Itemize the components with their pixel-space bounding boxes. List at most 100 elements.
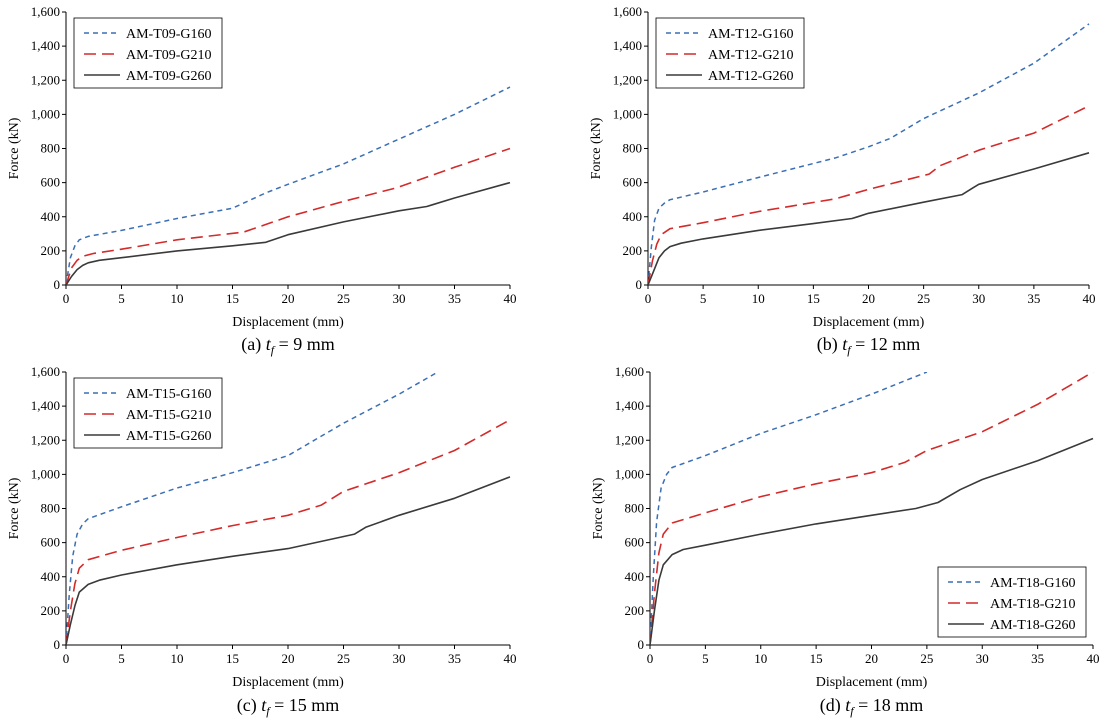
x-tick-label: 10	[754, 651, 767, 666]
caption-prefix: (d)	[820, 695, 846, 716]
x-tick-label: 20	[282, 291, 295, 306]
x-tick-label: 30	[393, 291, 406, 306]
x-tick-label: 0	[647, 651, 654, 666]
y-tick-label: 0	[636, 277, 643, 292]
y-tick-label: 400	[41, 209, 61, 224]
x-tick-label: 15	[807, 291, 820, 306]
x-tick-label: 35	[448, 291, 461, 306]
x-tick-label: 20	[862, 291, 875, 306]
legend-entry: AM-T18-G260	[990, 618, 1076, 633]
y-tick-label: 400	[41, 569, 61, 584]
caption-value: = 15 mm	[270, 695, 340, 715]
caption-value: = 9 mm	[274, 334, 335, 354]
panel-caption: (a) tf = 9 mm	[241, 334, 335, 357]
legend-box	[937, 566, 1087, 638]
x-tick-label: 40	[1083, 291, 1096, 306]
x-tick-label: 10	[171, 651, 184, 666]
series-line-am-t18-g160	[650, 372, 928, 645]
series-line-am-t09-g260	[66, 181, 511, 285]
caption-prefix: (c)	[237, 695, 261, 716]
y-tick-label: 600	[41, 175, 61, 190]
y-tick-label: 0	[54, 637, 61, 652]
caption-prefix: (b)	[817, 334, 843, 355]
y-tick-label: 1,200	[615, 432, 644, 447]
panel-caption: (d) tf = 18 mm	[820, 695, 924, 718]
caption-prefix: (a)	[241, 334, 265, 355]
y-tick-label: 400	[623, 209, 643, 224]
series-group	[66, 86, 511, 285]
x-tick-label: 40	[504, 291, 517, 306]
caption-subscript: f	[847, 343, 852, 357]
x-axis-label: Displacement (mm)	[813, 315, 925, 330]
y-tick-label: 1,200	[31, 432, 60, 447]
y-tick-label: 1,400	[615, 398, 644, 413]
legend: AM-T15-G160 AM-T15-G210 AM-T15-G260	[73, 377, 223, 449]
caption-subscript: f	[266, 704, 271, 718]
y-tick-label: 1,200	[613, 72, 642, 87]
series-line-am-t18-g260	[650, 437, 1094, 645]
y-tick-label: 200	[623, 243, 643, 258]
y-tick-label: 600	[41, 535, 61, 550]
series-line-am-t09-g160	[66, 86, 511, 285]
y-tick-label: 400	[625, 569, 645, 584]
legend-entry: AM-T15-G260	[126, 429, 212, 444]
x-axis-label: Displacement (mm)	[232, 315, 344, 330]
legend-entry: AM-T09-G260	[126, 69, 212, 84]
x-tick-label: 30	[976, 651, 989, 666]
x-tick-label: 15	[810, 651, 823, 666]
x-tick-label: 20	[282, 651, 295, 666]
y-tick-label: 800	[623, 141, 643, 156]
series-group	[650, 372, 1094, 645]
x-tick-label: 15	[226, 651, 239, 666]
caption-value: = 12 mm	[851, 334, 921, 354]
legend-box	[73, 17, 223, 89]
x-tick-label: 5	[118, 651, 125, 666]
legend: AM-T18-G160 AM-T18-G210 AM-T18-G260	[937, 566, 1087, 638]
series-line-am-t15-g210	[66, 419, 511, 645]
x-tick-label: 5	[118, 291, 125, 306]
legend-box	[73, 377, 223, 449]
legend-entry: AM-T12-G210	[708, 48, 794, 63]
y-tick-label: 1,600	[613, 4, 642, 19]
y-tick-label: 1,000	[31, 106, 60, 121]
legend: AM-T09-G160 AM-T09-G210 AM-T09-G260	[73, 17, 223, 89]
panel-caption: (b) tf = 12 mm	[817, 334, 921, 357]
legend-entry: AM-T12-G160	[708, 27, 794, 42]
x-tick-label: 10	[171, 291, 184, 306]
y-tick-label: 800	[41, 141, 61, 156]
legend-box	[655, 17, 805, 89]
y-tick-label: 200	[625, 603, 645, 618]
x-tick-label: 10	[752, 291, 765, 306]
series-group	[66, 372, 511, 645]
y-tick-label: 1,600	[31, 4, 60, 19]
x-tick-label: 5	[700, 291, 707, 306]
chart-panel-2: 0 200 400 600 800 1,000 1,200 1,400 1,600 0 5 10 15 2…	[7, 364, 517, 718]
series-line-am-t12-g160	[648, 23, 1090, 285]
y-tick-label: 600	[623, 175, 643, 190]
caption-variable: t	[261, 695, 267, 715]
series-line-am-t15-g160	[66, 372, 439, 645]
y-axis-label: Force (kN)	[7, 117, 22, 179]
x-tick-label: 25	[917, 291, 930, 306]
chart-panel-1: 0 200 400 600 800 1,000 1,200 1,400 1,600 0 5 10 15 2…	[589, 4, 1096, 357]
caption-subscript: f	[271, 343, 276, 357]
x-tick-label: 0	[63, 651, 70, 666]
y-tick-label: 800	[625, 501, 645, 516]
y-tick-label: 200	[41, 603, 61, 618]
y-tick-label: 0	[54, 277, 61, 292]
series-group	[648, 23, 1090, 285]
legend-entry: AM-T12-G260	[708, 69, 794, 84]
legend-entry: AM-T18-G160	[990, 576, 1076, 591]
caption-subscript: f	[850, 704, 855, 718]
series-line-am-t09-g210	[66, 147, 511, 285]
y-tick-label: 600	[625, 535, 645, 550]
x-tick-label: 35	[448, 651, 461, 666]
y-tick-label: 1,000	[613, 106, 642, 121]
legend-entry: AM-T15-G160	[126, 387, 212, 402]
legend-entry: AM-T09-G210	[126, 48, 212, 63]
series-line-am-t15-g260	[66, 476, 511, 645]
caption-variable: t	[845, 695, 851, 715]
y-tick-label: 1,600	[31, 364, 60, 379]
series-line-am-t12-g260	[648, 152, 1090, 285]
